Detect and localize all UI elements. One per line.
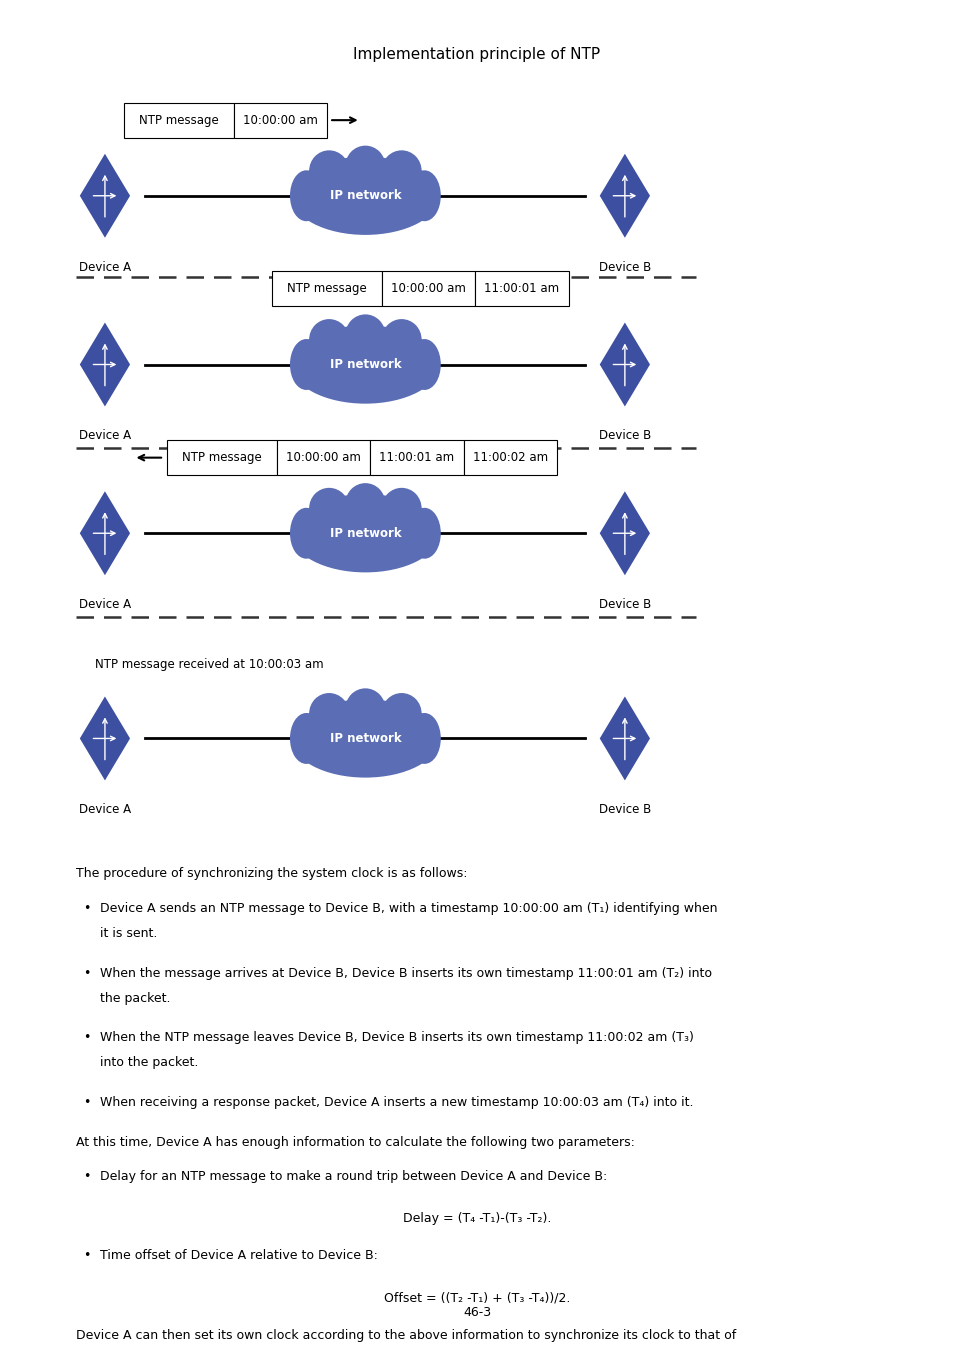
Ellipse shape — [345, 315, 385, 355]
Text: 11:00:02 am: 11:00:02 am — [473, 451, 547, 464]
Polygon shape — [79, 321, 131, 408]
Ellipse shape — [408, 713, 440, 764]
Text: Offset = ((T₂ -T₁) + (T₃ -T₄))/2.: Offset = ((T₂ -T₁) + (T₃ -T₄))/2. — [383, 1292, 570, 1305]
Text: 46-3: 46-3 — [462, 1305, 491, 1319]
Text: Device A: Device A — [79, 429, 131, 443]
Polygon shape — [79, 153, 131, 239]
Text: 10:00:00 am: 10:00:00 am — [391, 282, 465, 296]
Text: When the NTP message leaves Device B, Device B inserts its own timestamp 11:00:0: When the NTP message leaves Device B, De… — [100, 1031, 694, 1045]
Ellipse shape — [309, 487, 349, 529]
Text: Time offset of Device A relative to Device B:: Time offset of Device A relative to Devi… — [100, 1250, 377, 1262]
Text: •: • — [83, 967, 91, 980]
Polygon shape — [79, 695, 131, 782]
Text: Implementation principle of NTP: Implementation principle of NTP — [353, 46, 600, 62]
FancyBboxPatch shape — [370, 440, 463, 475]
Text: Device A: Device A — [79, 803, 131, 817]
Text: Device A: Device A — [79, 261, 131, 274]
Text: •: • — [83, 1031, 91, 1045]
Ellipse shape — [345, 688, 385, 729]
Ellipse shape — [345, 483, 385, 524]
Polygon shape — [598, 490, 650, 576]
Text: IP network: IP network — [329, 732, 401, 745]
Ellipse shape — [291, 699, 438, 778]
FancyBboxPatch shape — [475, 271, 568, 306]
Text: 11:00:01 am: 11:00:01 am — [484, 282, 558, 296]
Text: When receiving a response packet, Device A inserts a new timestamp 10:00:03 am (: When receiving a response packet, Device… — [100, 1096, 693, 1108]
FancyBboxPatch shape — [381, 271, 475, 306]
Text: Device A sends an NTP message to Device B, with a timestamp 10:00:00 am (T₁) ide: Device A sends an NTP message to Device … — [100, 903, 717, 915]
Text: Delay for an NTP message to make a round trip between Device A and Device B:: Delay for an NTP message to make a round… — [100, 1170, 607, 1183]
Ellipse shape — [309, 150, 349, 192]
Ellipse shape — [381, 487, 421, 529]
Polygon shape — [598, 695, 650, 782]
Ellipse shape — [290, 713, 322, 764]
Ellipse shape — [309, 693, 349, 734]
FancyBboxPatch shape — [276, 440, 370, 475]
Text: IP network: IP network — [329, 358, 401, 371]
Text: Device B: Device B — [598, 429, 650, 443]
Text: Delay = (T₄ -T₁)-(T₃ -T₂).: Delay = (T₄ -T₁)-(T₃ -T₂). — [402, 1212, 551, 1226]
Text: Device B: Device B — [598, 261, 650, 274]
Text: •: • — [83, 903, 91, 915]
Polygon shape — [79, 490, 131, 576]
Text: into the packet.: into the packet. — [100, 1056, 198, 1069]
Polygon shape — [598, 321, 650, 408]
Text: IP network: IP network — [329, 189, 401, 202]
Ellipse shape — [408, 339, 440, 390]
Ellipse shape — [291, 325, 438, 404]
Ellipse shape — [408, 508, 440, 559]
Text: it is sent.: it is sent. — [100, 927, 157, 941]
Ellipse shape — [290, 508, 322, 559]
Ellipse shape — [381, 150, 421, 192]
Text: When the message arrives at Device B, Device B inserts its own timestamp 11:00:0: When the message arrives at Device B, De… — [100, 967, 712, 980]
Text: NTP message: NTP message — [139, 113, 218, 127]
Text: •: • — [83, 1096, 91, 1108]
Text: At this time, Device A has enough information to calculate the following two par: At this time, Device A has enough inform… — [76, 1135, 635, 1149]
FancyBboxPatch shape — [167, 440, 276, 475]
Ellipse shape — [309, 319, 349, 360]
Text: Device A can then set its own clock according to the above information to synchr: Device A can then set its own clock acco… — [76, 1328, 736, 1342]
Text: The procedure of synchronizing the system clock is as follows:: The procedure of synchronizing the syste… — [76, 867, 467, 880]
Text: Device B: Device B — [598, 598, 650, 612]
Text: NTP message: NTP message — [182, 451, 261, 464]
Text: 10:00:00 am: 10:00:00 am — [243, 113, 317, 127]
Ellipse shape — [291, 157, 438, 235]
Ellipse shape — [290, 170, 322, 221]
Ellipse shape — [381, 693, 421, 734]
Text: 11:00:01 am: 11:00:01 am — [379, 451, 454, 464]
FancyBboxPatch shape — [463, 440, 557, 475]
Ellipse shape — [345, 146, 385, 186]
Ellipse shape — [408, 170, 440, 221]
Text: •: • — [83, 1250, 91, 1262]
Text: Device B: Device B — [598, 803, 650, 817]
Ellipse shape — [290, 339, 322, 390]
Ellipse shape — [291, 494, 438, 572]
Text: •: • — [83, 1170, 91, 1183]
Text: the packet.: the packet. — [100, 992, 171, 1004]
FancyBboxPatch shape — [233, 103, 327, 138]
Text: IP network: IP network — [329, 526, 401, 540]
FancyBboxPatch shape — [124, 103, 233, 138]
Text: NTP message received at 10:00:03 am: NTP message received at 10:00:03 am — [95, 657, 324, 671]
Polygon shape — [598, 153, 650, 239]
Text: NTP message: NTP message — [287, 282, 366, 296]
Text: 10:00:00 am: 10:00:00 am — [286, 451, 360, 464]
Text: Device A: Device A — [79, 598, 131, 612]
FancyBboxPatch shape — [272, 271, 381, 306]
Ellipse shape — [381, 319, 421, 360]
